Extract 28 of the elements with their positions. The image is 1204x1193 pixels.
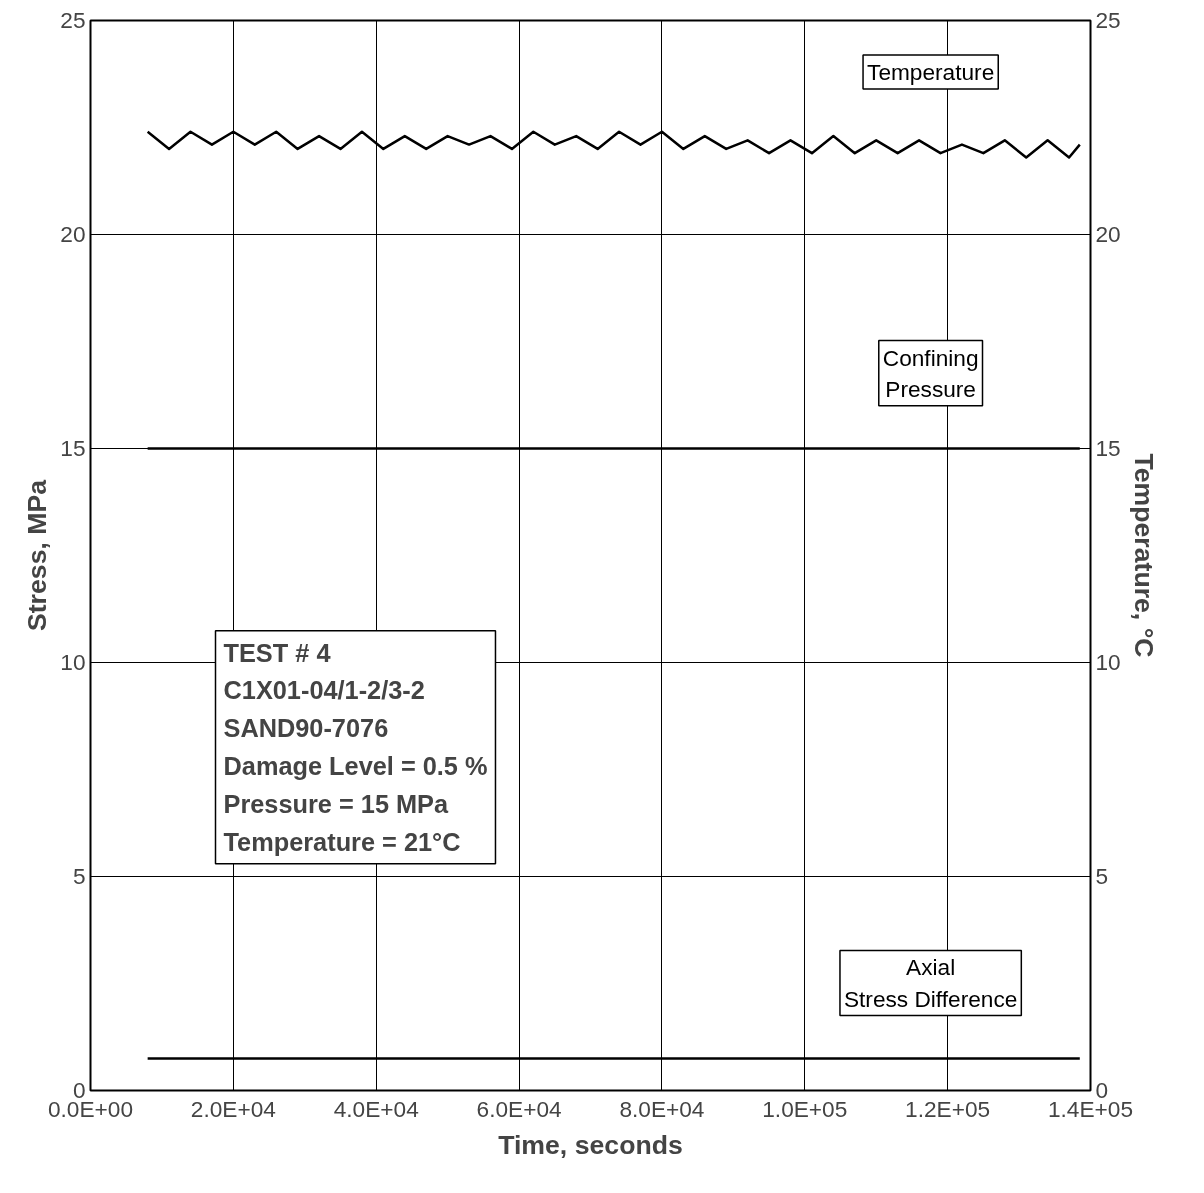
y2-tick-label: 25	[1095, 7, 1121, 33]
y2-tick-label: 10	[1095, 649, 1121, 675]
text: Confining Pressure	[882, 344, 979, 402]
y2-axis-title: Temperature, °C	[1128, 453, 1159, 658]
annotation: TEST # 4	[223, 638, 331, 667]
annotation: SAND90-7076	[223, 714, 389, 743]
text: Axial Stress Difference	[843, 954, 1018, 1012]
annotation: C1X01-04/1-2/3-2	[223, 676, 425, 705]
y-tick-label: 10	[60, 649, 86, 675]
text: Temperature	[867, 58, 995, 85]
x-tick-label: 1.2E+05	[905, 1095, 991, 1122]
x-tick-label: 8.0E+04	[619, 1095, 705, 1122]
y-tick-label: 15	[60, 435, 86, 461]
y-tick-label: 20	[60, 221, 86, 247]
y2-tick-label: 5	[1095, 863, 1109, 889]
x-tick-label: 6.0E+04	[476, 1095, 562, 1122]
y2-tick-label: 20	[1095, 221, 1121, 247]
annotation: Pressure = 15 MPa	[223, 789, 449, 818]
y-tick-label: 5	[72, 863, 86, 889]
x-tick-label: 4.0E+04	[333, 1095, 419, 1122]
y2-tick-label: 15	[1095, 435, 1121, 461]
annotation: Damage Level = 0.5 %	[223, 752, 488, 781]
x-axis-title: Time, seconds	[498, 1129, 683, 1160]
x-tick-label: 1.0E+05	[762, 1095, 848, 1122]
annotation: Temperature = 21°C	[223, 827, 461, 856]
x-tick-label: 2.0E+04	[190, 1095, 276, 1122]
y-tick-label: 25	[60, 7, 86, 33]
y-axis-title: Stress, MPa	[22, 479, 53, 632]
